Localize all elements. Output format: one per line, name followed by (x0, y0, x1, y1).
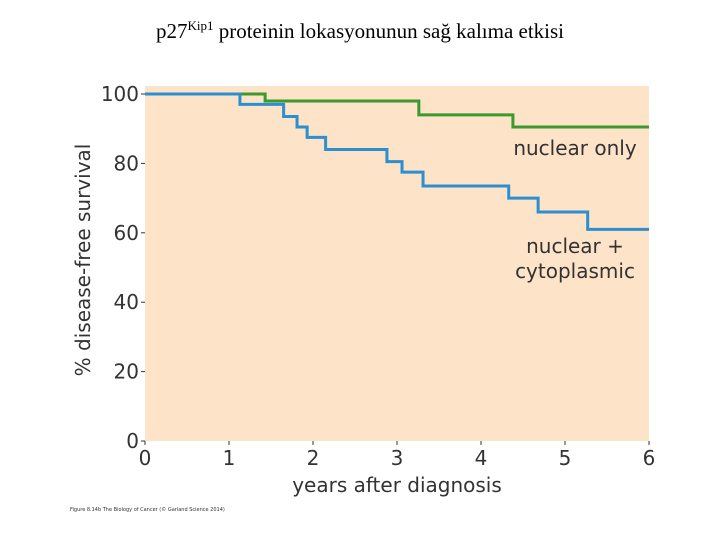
x-axis-label: years after diagnosis (292, 473, 502, 497)
x-tick-label: 6 (643, 446, 656, 470)
x-tick-label: 2 (307, 446, 320, 470)
title-text: p27 (155, 19, 188, 43)
x-tick-label: 3 (391, 446, 404, 470)
x-tick-label: 0 (139, 446, 152, 470)
x-tick-label: 1 (223, 446, 236, 470)
series-label: nuclear + cytoplasmic (515, 234, 635, 283)
y-tick-label: 40 (114, 290, 139, 314)
title-superscript: Kip1 (187, 18, 214, 33)
y-tick-label: 0 (126, 429, 139, 453)
x-tick-label: 5 (559, 446, 572, 470)
survival-line (145, 92, 649, 129)
chart-title: p27Kip1 proteinin lokasyonunun sağ kalım… (0, 18, 720, 44)
x-tick-label: 4 (475, 446, 488, 470)
y-tick-label: 100 (101, 82, 139, 106)
series-label: nuclear only (513, 136, 637, 160)
survival-line (145, 92, 649, 231)
y-tick-label: 20 (114, 360, 139, 384)
y-axis-label: % disease-free survival (71, 144, 95, 377)
plot-background (145, 86, 649, 441)
y-tick-label: 80 (114, 151, 139, 175)
title-text: proteinin lokasyonunun sağ kalıma etkisi (213, 19, 565, 43)
y-tick-label: 60 (114, 221, 139, 245)
footnote: Figure 8.14b The Biology of Cancer (© Ga… (70, 507, 225, 513)
